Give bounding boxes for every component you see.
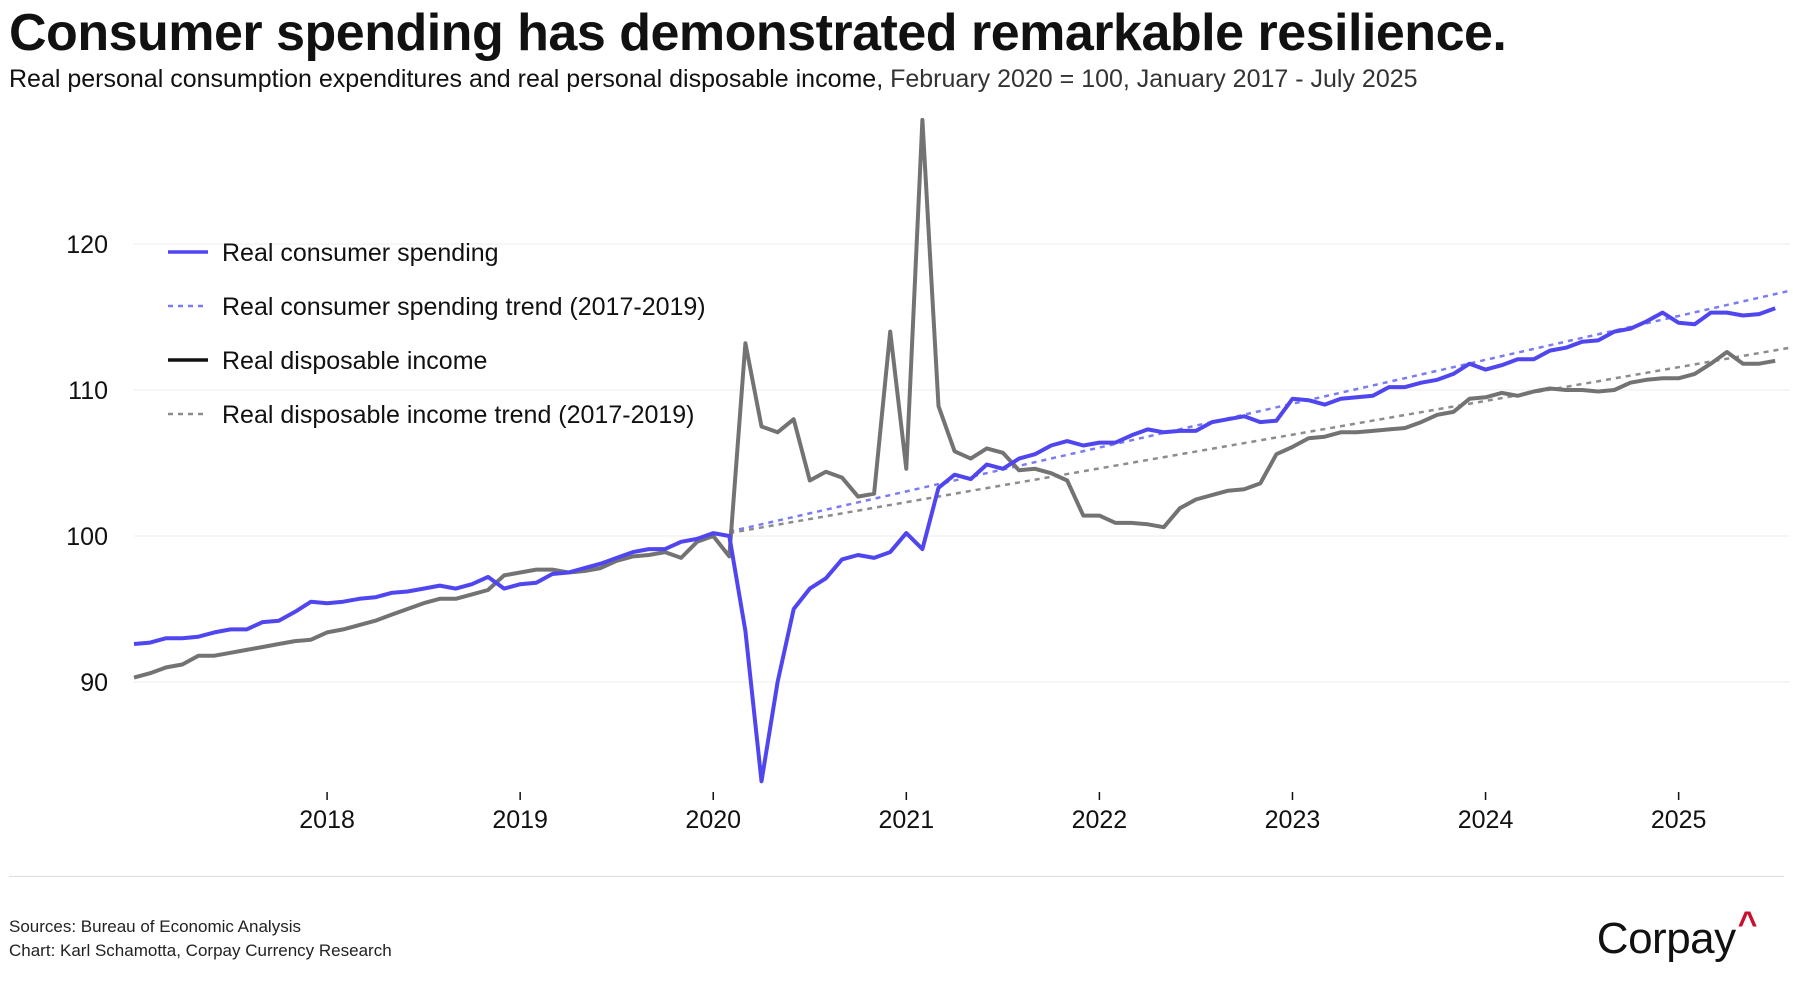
chart-credit: Chart: Karl Schamotta, Corpay Currency R… — [9, 941, 392, 960]
series-line-3 — [133, 117, 1776, 680]
y-tick-label: 120 — [66, 231, 108, 259]
x-tick-label: 2021 — [879, 806, 935, 834]
gridlines — [134, 243, 1790, 683]
subtitle-main: Real personal consumption expenditures a… — [9, 65, 884, 93]
x-tick-label: 2023 — [1265, 806, 1321, 834]
corpay-logo: Corpay^ — [1596, 905, 1758, 964]
x-axis-ticks: 2018 2019 2020 2021 2022 2023 2024 2025 — [299, 792, 1706, 834]
y-tick-label: 110 — [68, 377, 108, 405]
series-line-4 — [729, 346, 1791, 535]
legend: Real consumer spending Real consumer spen… — [168, 239, 706, 429]
legend-label: Real disposable income — [222, 347, 487, 375]
x-tick-label: 2025 — [1651, 806, 1707, 834]
logo-text: Corpay — [1596, 914, 1736, 963]
chart-title: Consumer spending has demonstrated remar… — [9, 4, 1507, 62]
series-line-1 — [133, 306, 1776, 784]
x-tick-label: 2022 — [1072, 806, 1128, 834]
line-chart: 90 100 110 120 2018 2019 2020 2021 2022 2023 2024… — [66, 117, 1791, 834]
y-tick-label: 100 — [66, 523, 108, 551]
legend-label: Real disposable income trend (2017-2019) — [222, 401, 695, 429]
subtitle-detail: February 2020 = 100, January 2017 - July… — [883, 65, 1418, 93]
x-tick-label: 2020 — [685, 806, 741, 834]
legend-label: Real consumer spending trend (2017-2019) — [222, 293, 706, 321]
x-tick-label: 2018 — [299, 806, 355, 834]
x-tick-label: 2024 — [1458, 806, 1514, 834]
logo-caret-icon: ^ — [1737, 905, 1758, 943]
y-tick-label: 90 — [80, 669, 108, 697]
legend-label: Real consumer spending — [222, 239, 499, 267]
footer-divider — [9, 876, 1784, 877]
sources-note: Sources: Bureau of Economic Analysis — [9, 917, 301, 936]
x-tick-label: 2019 — [492, 806, 548, 834]
chart-subtitle: Real personal consumption expenditures a… — [9, 62, 1418, 96]
y-axis-ticks: 90 100 110 120 — [66, 231, 108, 697]
chart-series — [133, 117, 1791, 784]
series-line-2 — [729, 289, 1791, 533]
